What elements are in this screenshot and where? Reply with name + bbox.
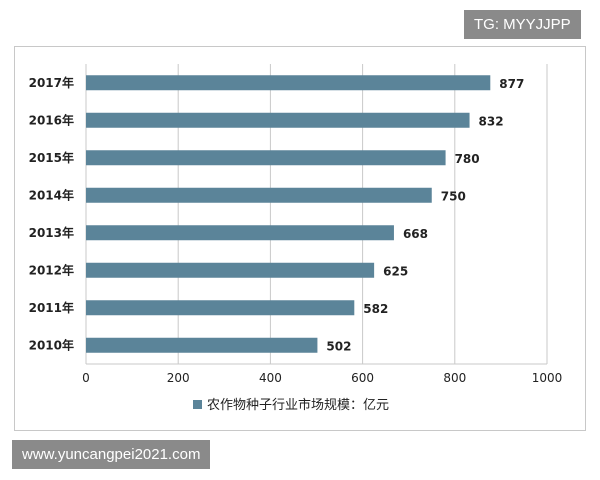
category-label: 2017年 <box>29 75 74 90</box>
bar <box>86 75 491 91</box>
bar <box>86 150 446 166</box>
data-label: 582 <box>363 302 388 316</box>
bar <box>86 337 318 353</box>
data-label: 877 <box>499 77 524 91</box>
category-label: 2015年 <box>29 150 74 165</box>
x-tick-label: 200 <box>167 371 190 385</box>
bar <box>86 262 375 278</box>
data-label: 832 <box>479 114 504 128</box>
bar <box>86 300 355 316</box>
watermark-top: TG: MYYJJPP <box>464 10 581 39</box>
x-tick-label: 0 <box>82 371 90 385</box>
data-label: 668 <box>403 227 428 241</box>
x-tick-label: 400 <box>259 371 282 385</box>
data-label: 502 <box>326 339 351 353</box>
bar <box>86 225 394 241</box>
category-label: 2012年 <box>29 262 74 277</box>
category-label: 2010年 <box>29 337 74 352</box>
category-label: 2013年 <box>29 225 74 240</box>
legend-swatch <box>193 400 202 409</box>
category-label: 2011年 <box>29 300 74 315</box>
legend-label: 农作物种子行业市场规模：亿元 <box>207 397 389 413</box>
x-tick-label: 600 <box>351 371 374 385</box>
x-tick-label: 1000 <box>532 371 563 385</box>
data-label: 780 <box>455 152 480 166</box>
category-label: 2014年 <box>29 187 74 202</box>
x-tick-label: 800 <box>443 371 466 385</box>
bar-chart: 0 200 400 600 800 1000 2017年 877 2016年 832 2015年 78… <box>29 64 563 413</box>
data-label: 625 <box>383 264 408 278</box>
watermark-bottom: www.yuncangpei2021.com <box>12 440 211 469</box>
chart-frame: 0 200 400 600 800 1000 2017年 877 2016年 832 2015年 78… <box>14 46 586 431</box>
category-label: 2016年 <box>29 112 74 127</box>
bar <box>86 187 432 203</box>
data-label: 750 <box>441 189 466 203</box>
bar <box>86 112 470 128</box>
